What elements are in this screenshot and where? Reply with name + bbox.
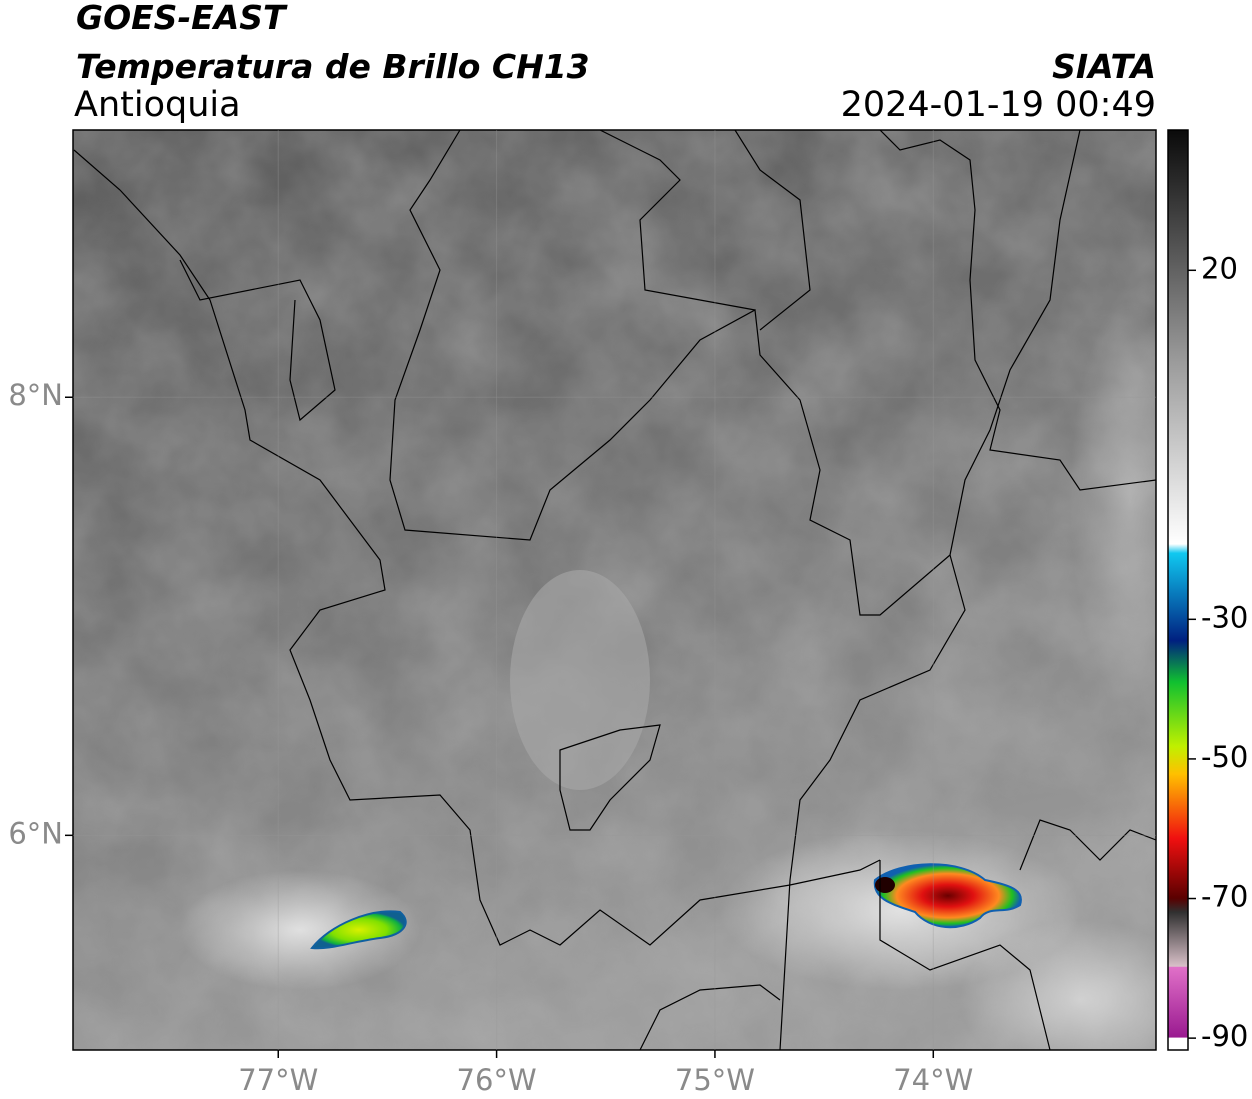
colorbar-tick-label: -30 bbox=[1201, 600, 1248, 634]
colorbar-tick-label: -70 bbox=[1201, 880, 1248, 914]
title-line2: Temperatura de Brillo CH13 bbox=[76, 47, 590, 86]
region: Antioquia bbox=[74, 85, 241, 125]
title-line1: GOES-EAST bbox=[76, 0, 288, 37]
satellite-image bbox=[73, 130, 1156, 1050]
x-tick-label: 77°W bbox=[238, 1063, 318, 1097]
x-tick-label: 74°W bbox=[893, 1063, 973, 1097]
source: SIATA bbox=[1052, 47, 1156, 86]
datetime: 2024-01-19 00:49 bbox=[841, 85, 1156, 125]
x-tick-label: 76°W bbox=[457, 1063, 537, 1097]
colorbar-tick-label: -50 bbox=[1201, 740, 1248, 774]
colorbar bbox=[1167, 129, 1189, 1051]
x-tick-label: 75°W bbox=[675, 1063, 755, 1097]
map-frame bbox=[72, 129, 1157, 1051]
colorbar-tick-label: -90 bbox=[1201, 1019, 1248, 1053]
colorbar-tick-label: 20 bbox=[1201, 251, 1238, 285]
y-tick-label: 6°N bbox=[8, 816, 63, 850]
borders bbox=[73, 130, 1156, 1050]
y-tick-label: 8°N bbox=[8, 378, 63, 412]
